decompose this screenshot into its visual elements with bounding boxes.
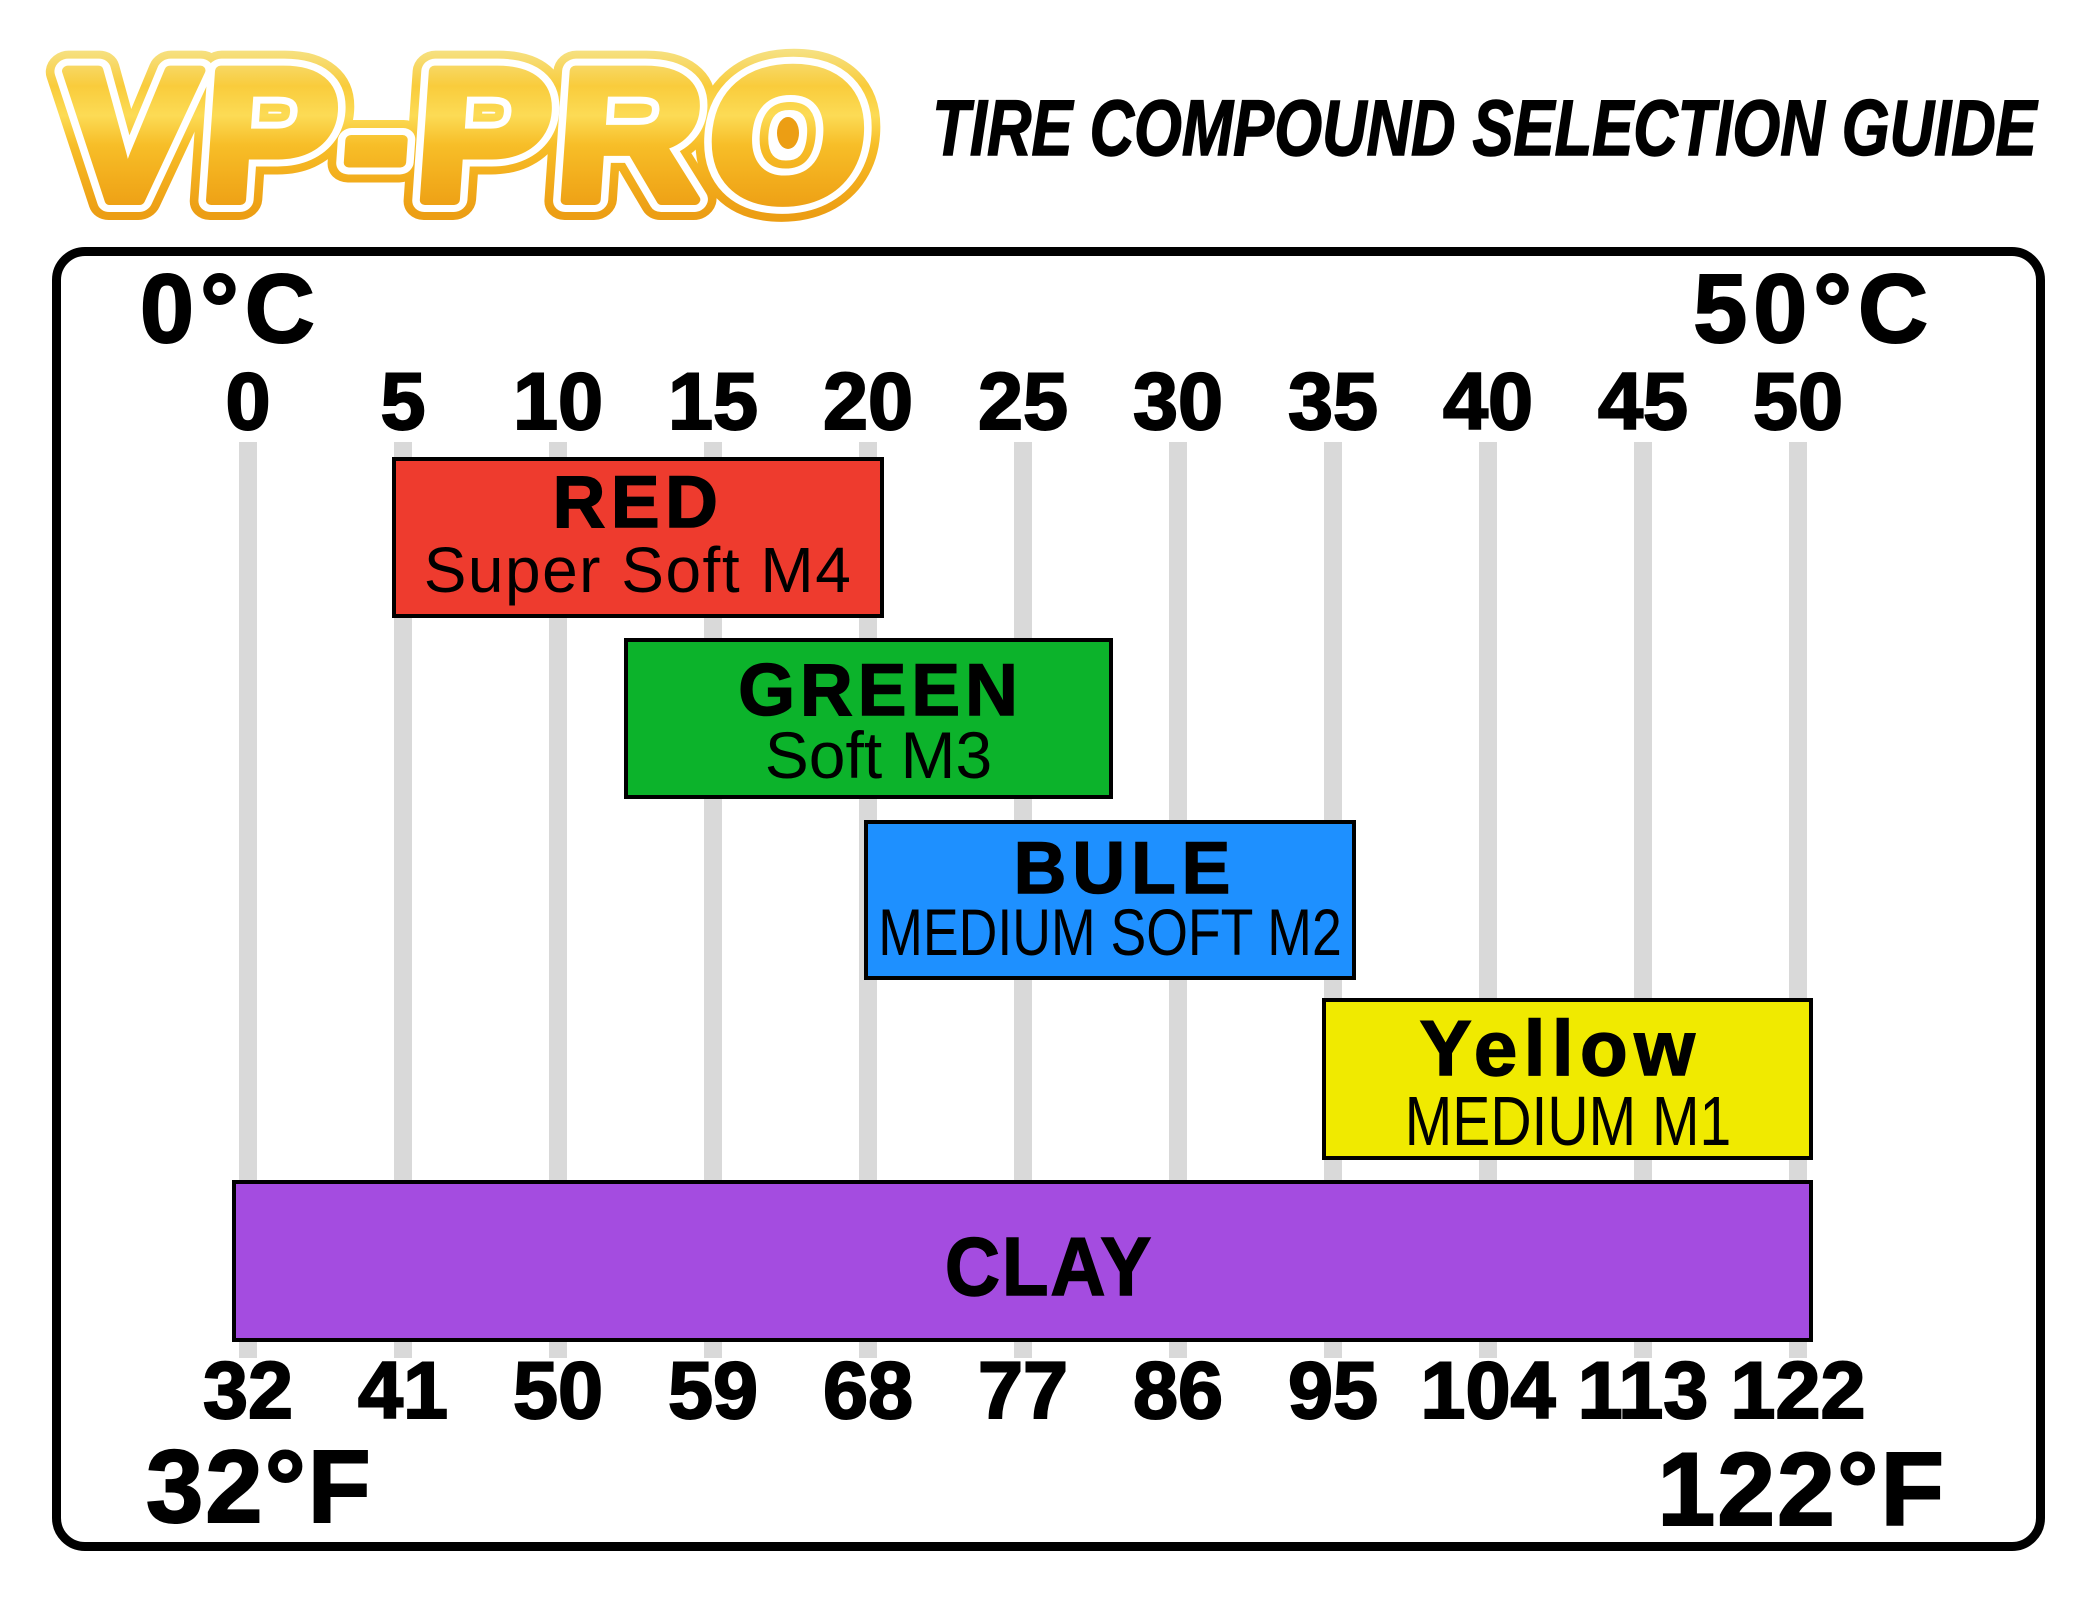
svg-text:VP-PRO: VP-PRO — [54, 30, 880, 240]
svg-text:VP-PRO: VP-PRO — [54, 30, 880, 240]
svg-text:VP-PRO: VP-PRO — [54, 30, 880, 240]
